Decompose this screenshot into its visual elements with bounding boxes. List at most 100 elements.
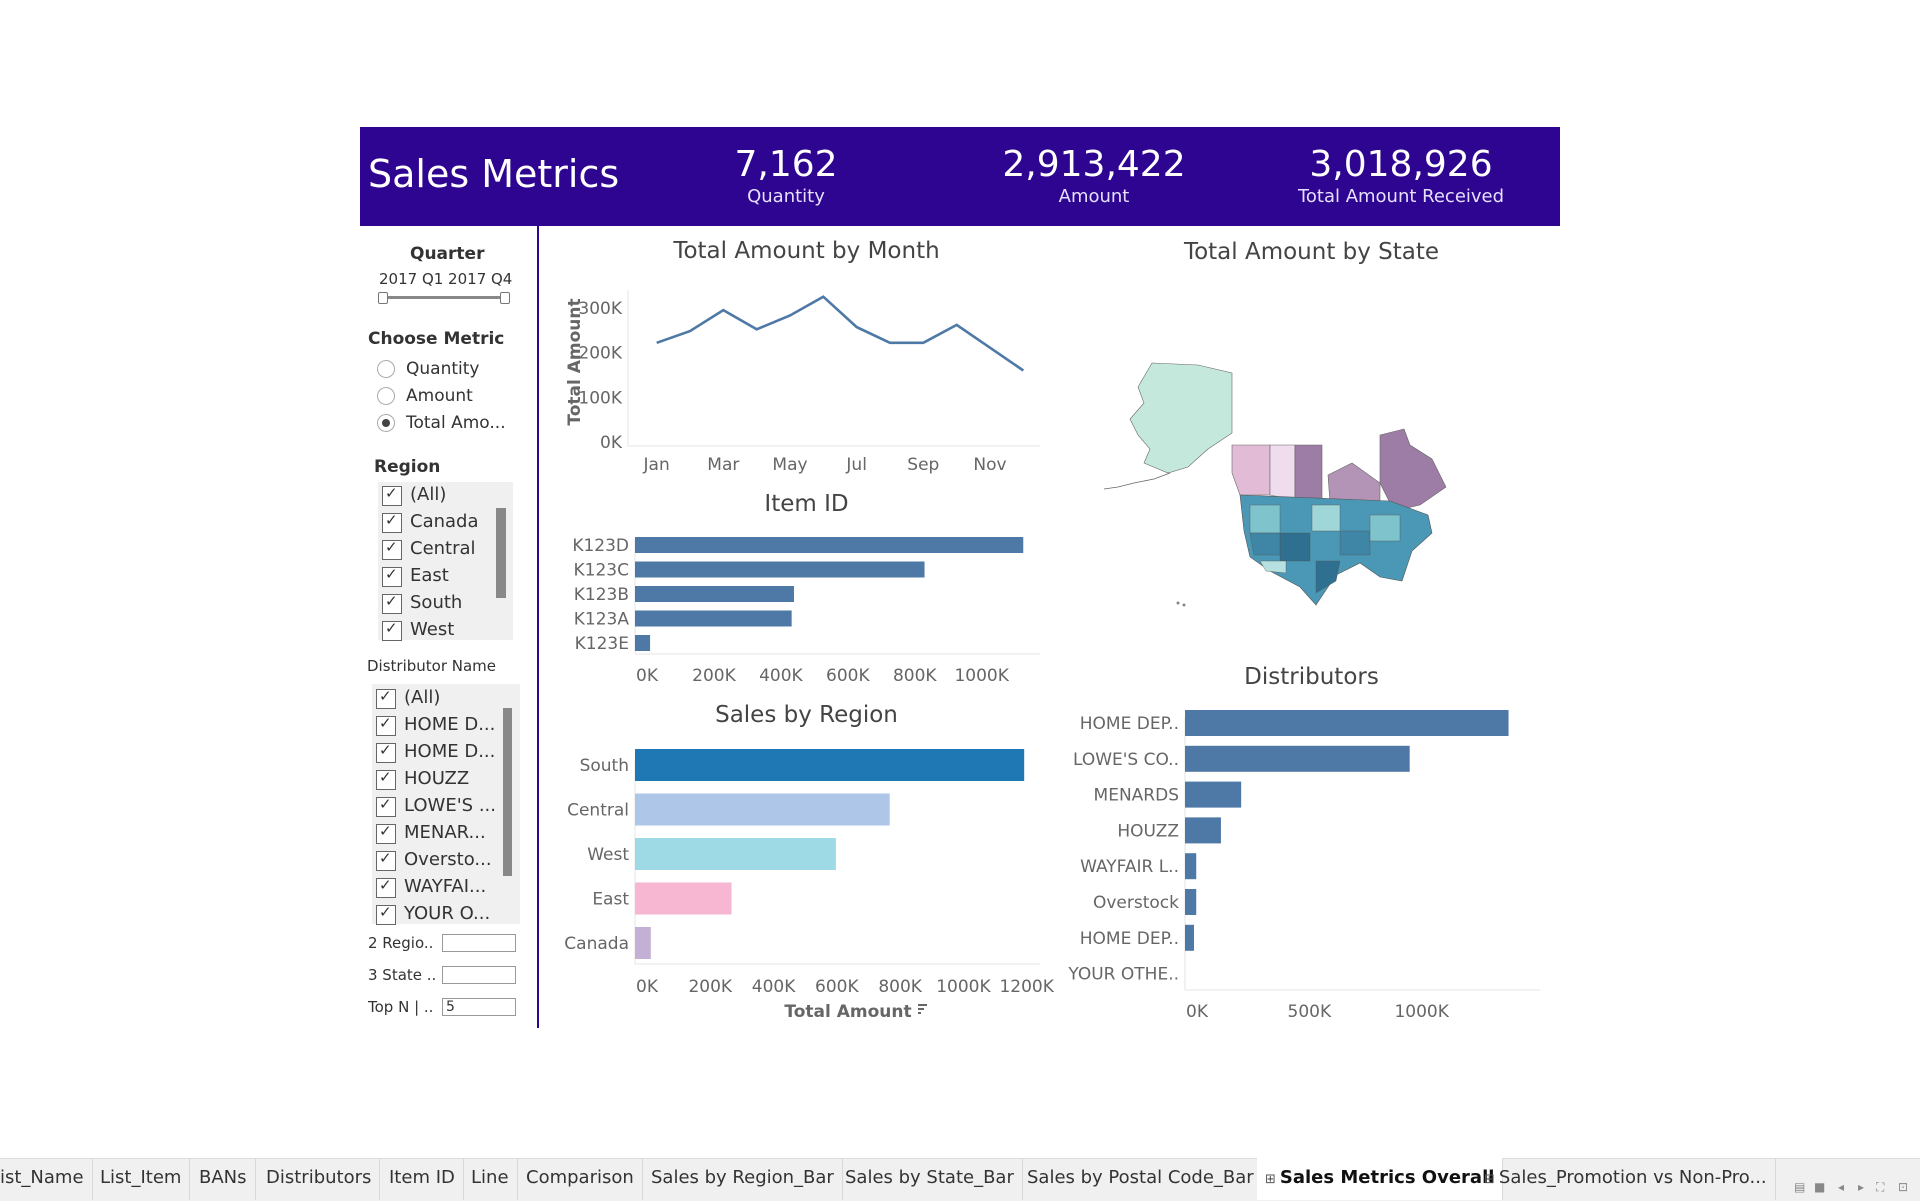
ban-amount: 2,913,422 Amount <box>964 143 1224 207</box>
category-label: Overstock <box>1093 893 1179 913</box>
checkbox-checked-icon[interactable] <box>382 567 402 587</box>
state-map[interactable] <box>1090 355 1490 615</box>
ban-label: Total Amount Received <box>1271 187 1531 207</box>
tab-item-id[interactable]: Item ID <box>381 1158 464 1200</box>
bar <box>635 562 925 578</box>
sheet-sorter-icon[interactable]: ▤ <box>1794 1180 1805 1194</box>
bar <box>1185 817 1221 843</box>
ban-value: 3,018,926 <box>1271 143 1531 187</box>
tab-sales-by-state-bar[interactable]: Sales by State_Bar <box>837 1158 1023 1200</box>
line-series-total-amount <box>657 297 1024 371</box>
tab-list-name[interactable]: ist_Name <box>0 1158 93 1200</box>
bar <box>1185 710 1509 736</box>
checkbox-checked-icon[interactable] <box>376 770 396 790</box>
tab-list-item[interactable]: List_Item <box>92 1158 190 1200</box>
checkbox-checked-icon[interactable] <box>382 486 402 506</box>
category-label: MENARDS <box>1094 786 1179 806</box>
metric-option-label: Amount <box>406 386 473 406</box>
x-tick-label: 1000K <box>936 977 991 997</box>
tab-comparison[interactable]: Comparison <box>518 1158 643 1200</box>
line-chart-title: Total Amount by Month <box>575 238 1038 264</box>
tab-sales-by-postal-code-bar[interactable]: Sales by Postal Code_Bar <box>1019 1158 1263 1200</box>
x-tick-label: 200K <box>688 977 732 997</box>
tab-distributors[interactable]: Distributors <box>258 1158 380 1200</box>
region-scrollbar-thumb[interactable] <box>496 508 506 598</box>
bar <box>635 586 794 602</box>
quarter-slider-start-handle[interactable] <box>378 292 388 304</box>
checkbox-checked-icon[interactable] <box>376 743 396 763</box>
bar <box>1185 925 1194 951</box>
metric-option-label: Quantity <box>406 359 479 379</box>
tab-sales-by-region-bar[interactable]: Sales by Region_Bar <box>643 1158 843 1200</box>
distributor-scrollbar-thumb[interactable] <box>503 708 512 876</box>
param-input-top-n[interactable]: 5 <box>442 998 516 1016</box>
fullscreen-icon[interactable]: ⛶ <box>1876 1180 1884 1195</box>
checkbox-checked-icon[interactable] <box>382 621 402 641</box>
x-tick-label: 600K <box>815 977 859 997</box>
checkbox-checked-icon[interactable] <box>376 797 396 817</box>
x-tick-label: 600K <box>826 666 870 686</box>
presentation-icon[interactable]: ⊡ <box>1898 1180 1908 1194</box>
metric-radio-amount[interactable] <box>377 387 395 405</box>
x-tick-label: 0K <box>636 666 659 686</box>
tab-sales-metrics-overall[interactable]: ⊞Sales Metrics Overall <box>1257 1158 1503 1200</box>
category-label: West <box>587 845 629 865</box>
x-axis-label: Total Amount <box>784 1002 911 1022</box>
tab-sales-promotion[interactable]: ⊞Sales_Promotion vs Non-Pro... <box>1476 1158 1776 1200</box>
dashboard-title: Sales Metrics <box>368 152 619 196</box>
quarter-slider-end-handle[interactable] <box>500 292 510 304</box>
bar <box>635 927 651 959</box>
distributor-filter-label: Distributor Name <box>367 657 496 675</box>
checkbox-checked-icon[interactable] <box>376 824 396 844</box>
param-input-states[interactable] <box>442 966 516 984</box>
x-tick-label: 800K <box>893 666 937 686</box>
map-alaska[interactable] <box>1104 363 1232 607</box>
map-usa[interactable] <box>1240 495 1432 605</box>
checkbox-checked-icon[interactable] <box>376 878 396 898</box>
region-chart-title: Sales by Region <box>575 702 1038 728</box>
param-input-regions[interactable] <box>442 934 516 952</box>
checkbox-checked-icon[interactable] <box>382 540 402 560</box>
category-label: YOUR OTHE.. <box>1067 965 1179 985</box>
category-label: K123B <box>574 585 629 605</box>
metric-option-label: Total Amo... <box>406 413 506 433</box>
filmstrip-icon[interactable]: ■ <box>1814 1180 1825 1194</box>
checkbox-checked-icon[interactable] <box>376 905 396 925</box>
next-tab-icon[interactable]: ▸ <box>1858 1180 1864 1194</box>
ban-label: Quantity <box>656 187 916 207</box>
bar <box>635 749 1024 781</box>
distributors-chart-title: Distributors <box>1080 664 1543 690</box>
checkbox-checked-icon[interactable] <box>382 594 402 614</box>
ban-total-amount-received: 3,018,926 Total Amount Received <box>1271 143 1531 207</box>
category-label: East <box>592 890 629 910</box>
checkbox-checked-icon[interactable] <box>376 716 396 736</box>
metric-radio-quantity[interactable] <box>377 360 395 378</box>
distributors-bar-chart[interactable]: HOME DEP..LOWE'S CO..MENARDSHOUZZWAYFAIR… <box>1065 700 1565 1035</box>
param-label: 3 State .. <box>368 966 436 984</box>
checkbox-checked-icon[interactable] <box>376 851 396 871</box>
tab-line[interactable]: Line <box>463 1158 518 1200</box>
param-label: 2 Regio.. <box>368 934 433 952</box>
x-tick-label: Jan <box>643 455 670 475</box>
category-label: K123D <box>572 536 629 556</box>
bar <box>635 537 1023 553</box>
category-label: Canada <box>564 934 629 954</box>
checkbox-checked-icon[interactable] <box>376 689 396 709</box>
x-tick-label: Sep <box>907 455 939 475</box>
param-label: Top N | .. <box>368 998 433 1016</box>
quarter-filter-label: Quarter <box>410 244 484 264</box>
bar <box>1185 782 1241 808</box>
tab-bans[interactable]: BANs <box>191 1158 256 1200</box>
previous-tab-icon[interactable]: ◂ <box>1838 1180 1844 1194</box>
quarter-range-text: 2017 Q1 2017 Q4 <box>379 270 512 288</box>
region-filter-label: Region <box>374 457 440 477</box>
metric-radio-total-amount[interactable] <box>377 414 395 432</box>
category-label: WAYFAIR L.. <box>1080 857 1179 877</box>
checkbox-checked-icon[interactable] <box>382 513 402 533</box>
x-tick-label: 400K <box>759 666 803 686</box>
bar <box>1185 889 1196 915</box>
quarter-slider-track[interactable] <box>382 296 505 299</box>
